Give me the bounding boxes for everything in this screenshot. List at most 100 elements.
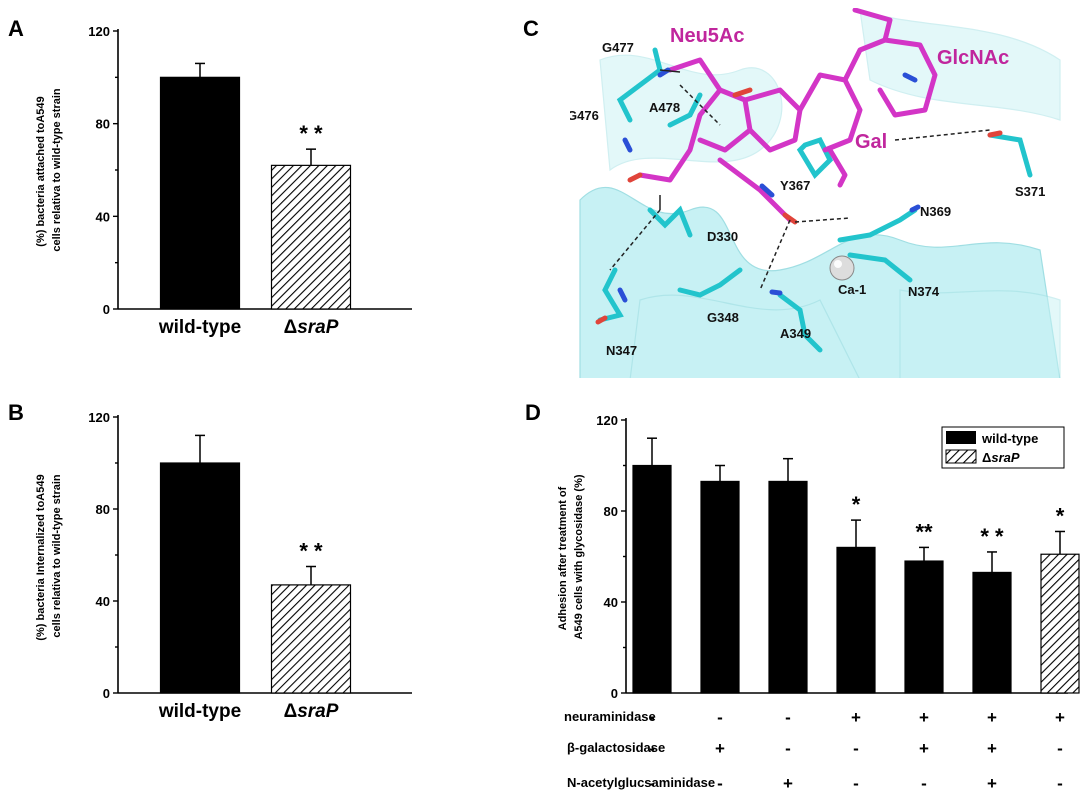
bar bbox=[632, 464, 672, 694]
treatment-label: β-galactosidase bbox=[567, 740, 665, 755]
treatment-mark: - bbox=[649, 708, 655, 727]
label-g348: G348 bbox=[707, 310, 739, 325]
chart-d-ylabel: Adhesion after treatment of A549 cells w… bbox=[557, 474, 585, 639]
treatment-mark: + bbox=[919, 708, 929, 727]
treatment-mark: + bbox=[919, 739, 929, 758]
treatment-mark: - bbox=[921, 774, 927, 793]
heteroatom-accents bbox=[595, 67, 1003, 325]
category-label: wild-type bbox=[158, 317, 241, 338]
y-tick-label: 40 bbox=[96, 594, 110, 609]
treatment-mark: - bbox=[1057, 774, 1063, 793]
y-tick-label: 0 bbox=[103, 302, 110, 317]
y-tick-label: 120 bbox=[596, 413, 618, 428]
y-tick-label: 80 bbox=[604, 504, 618, 519]
hydrogen-bonds bbox=[609, 84, 991, 291]
chart-d-treatments: neuraminidase- - - + + + +β-galactosidase- + - - +… bbox=[564, 708, 1065, 793]
label-y367: Y367 bbox=[780, 178, 810, 193]
label-d330: D330 bbox=[707, 229, 738, 244]
y-tick-label: 80 bbox=[96, 502, 110, 517]
treatment-mark: - bbox=[717, 708, 723, 727]
legend-label-wild-type: wild-type bbox=[981, 431, 1038, 446]
category-label: ΔsraP bbox=[284, 701, 339, 722]
label-n369: N369 bbox=[920, 204, 951, 219]
treatment-mark: - bbox=[853, 739, 859, 758]
treatment-mark: + bbox=[987, 739, 997, 758]
chart-b-ylabel: (%) bacteria Internalized toA549 cells r… bbox=[35, 471, 63, 640]
chart-a: 0 40 80 120 wild-type * * ΔsraP (%) bacteria a… bbox=[35, 24, 412, 338]
treatment-mark: - bbox=[649, 739, 655, 758]
chart-d-legend: wild-type ΔsraP bbox=[941, 426, 1065, 469]
treatment-mark: - bbox=[853, 774, 859, 793]
coordination-bonds bbox=[659, 69, 681, 210]
significance-marker: * * bbox=[299, 539, 323, 564]
treatment-mark: - bbox=[785, 708, 791, 727]
label-g476: G476 bbox=[567, 108, 599, 123]
panel-letter-b: B bbox=[8, 400, 24, 425]
label-neu5ac: Neu5Ac bbox=[670, 25, 744, 47]
significance-marker: * bbox=[852, 492, 861, 517]
label-ca1: Ca-1 bbox=[838, 282, 866, 297]
label-a349: A349 bbox=[780, 326, 811, 341]
bar bbox=[972, 571, 1012, 694]
chart-a-ylabel-line1: (%) bacteria attached toA549 bbox=[35, 96, 47, 246]
bar bbox=[904, 560, 944, 694]
panel-letter-c: C bbox=[523, 16, 539, 41]
label-n374: N374 bbox=[908, 284, 940, 299]
label-n347: N347 bbox=[606, 343, 637, 358]
protein-structure-image: Neu5Ac GlcNAc Gal G477 A478 G476 Y367 N3… bbox=[567, 8, 1070, 378]
treatment-mark: - bbox=[1057, 739, 1063, 758]
chart-a-marks: 0 40 80 120 wild-type * * ΔsraP bbox=[88, 24, 412, 338]
bar bbox=[836, 546, 876, 694]
y-tick-label: 0 bbox=[611, 686, 618, 701]
treatment-mark: + bbox=[1055, 708, 1065, 727]
bar bbox=[768, 480, 808, 694]
treatment-mark: + bbox=[987, 774, 997, 793]
treatment-mark: - bbox=[649, 774, 655, 793]
chart-b-ylabel-line1: (%) bacteria Internalized toA549 bbox=[35, 474, 47, 640]
y-tick-label: 80 bbox=[96, 117, 110, 132]
panel-letter-a: A bbox=[8, 16, 24, 41]
significance-marker: * * bbox=[980, 524, 1004, 549]
treatment-mark: + bbox=[715, 739, 725, 758]
treatment-mark: + bbox=[987, 708, 997, 727]
chart-d-ylabel-line2: A549 cells with glycosidase (%) bbox=[573, 474, 585, 639]
treatment-mark: - bbox=[785, 739, 791, 758]
label-glcnac: GlcNAc bbox=[937, 47, 1009, 69]
y-tick-label: 40 bbox=[604, 595, 618, 610]
bar bbox=[270, 164, 352, 310]
bar bbox=[1040, 553, 1080, 694]
chart-a-ylabel: (%) bacteria attached toA549 cells relat… bbox=[35, 88, 63, 252]
bar bbox=[700, 480, 740, 694]
treatment-label: N-acetylglucsaminidase bbox=[567, 775, 715, 790]
y-tick-label: 120 bbox=[88, 410, 110, 425]
chart-b: 0 40 80 120 wild-type * * ΔsraP (%) bacteria I… bbox=[35, 410, 412, 722]
chart-a-ylabel-line2: cells relativa to wild-type strain bbox=[51, 88, 63, 252]
chart-b-ylabel-line2: cells relativa to wild-type strain bbox=[51, 474, 63, 638]
legend-label-delta-srap: ΔsraP bbox=[982, 450, 1020, 465]
significance-marker: * * bbox=[299, 121, 323, 146]
label-a478: A478 bbox=[649, 100, 680, 115]
y-tick-label: 120 bbox=[88, 24, 110, 39]
bar bbox=[159, 462, 241, 694]
label-s371: S371 bbox=[1015, 184, 1045, 199]
significance-marker: * bbox=[1056, 503, 1065, 528]
label-gal: Gal bbox=[855, 131, 887, 153]
treatment-mark: + bbox=[851, 708, 861, 727]
legend-swatch-hatched bbox=[945, 449, 977, 464]
y-tick-label: 40 bbox=[96, 209, 110, 224]
panel-letter-d: D bbox=[525, 400, 541, 425]
chart-d-ylabel-line1: Adhesion after treatment of bbox=[557, 486, 569, 630]
chart-b-marks: 0 40 80 120 wild-type * * ΔsraP bbox=[88, 410, 412, 722]
significance-marker: ** bbox=[915, 519, 933, 544]
treatment-label: neuraminidase bbox=[564, 709, 656, 724]
y-tick-label: 0 bbox=[103, 686, 110, 701]
residue-sticks bbox=[597, 47, 1033, 353]
bar bbox=[159, 76, 241, 310]
category-label: ΔsraP bbox=[284, 317, 339, 338]
legend-swatch-solid bbox=[946, 431, 976, 444]
calcium-ion bbox=[829, 255, 855, 281]
label-g477: G477 bbox=[602, 40, 634, 55]
